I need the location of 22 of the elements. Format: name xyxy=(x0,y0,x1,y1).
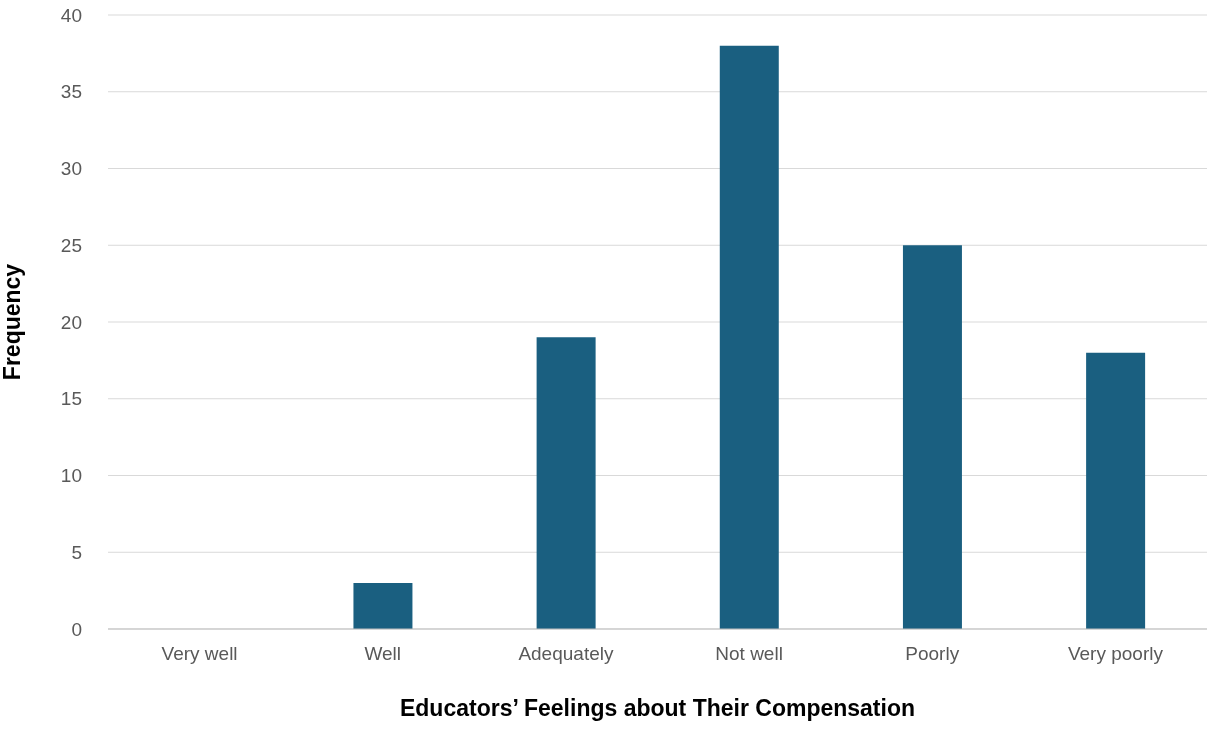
x-tick-label: Poorly xyxy=(905,643,960,665)
x-axis-title: Educators’ Feelings about Their Compensation xyxy=(399,695,916,721)
x-tick-label: Well xyxy=(364,643,402,665)
bar xyxy=(353,582,413,629)
y-tick-label: 35 xyxy=(60,81,82,103)
y-tick-label: 40 xyxy=(60,4,82,26)
y-axis-title: Frequency xyxy=(0,263,26,381)
y-tick-label: 25 xyxy=(60,234,82,256)
bar xyxy=(719,45,779,629)
y-tick-label: 5 xyxy=(71,541,82,563)
x-tick-label: Very well xyxy=(161,643,238,665)
y-tick-label: 30 xyxy=(60,158,82,180)
x-tick-label: Very poorly xyxy=(1067,643,1164,665)
bar xyxy=(902,245,962,629)
bar xyxy=(1086,352,1146,629)
x-tick-label: Adequately xyxy=(518,643,614,665)
y-tick-label: 20 xyxy=(60,311,82,333)
x-tick-label: Not well xyxy=(715,643,783,665)
y-tick-label: 0 xyxy=(71,618,82,640)
y-tick-label: 15 xyxy=(60,388,82,410)
y-tick-label: 10 xyxy=(60,465,82,487)
bar xyxy=(536,337,596,629)
